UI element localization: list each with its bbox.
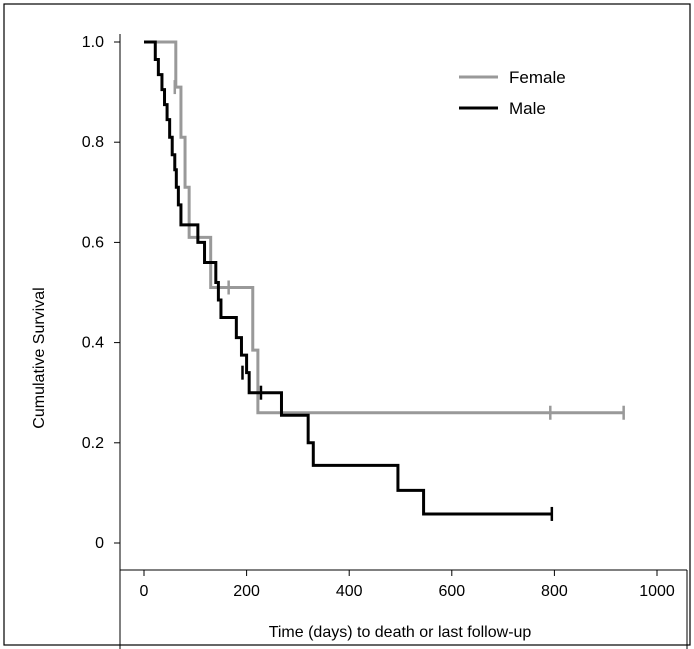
x-tick-label: 400 <box>336 583 363 600</box>
x-tick-label: 200 <box>233 583 260 600</box>
y-axis-title: Cumulative Survival <box>31 287 48 428</box>
y-tick-label: 0 <box>95 535 104 552</box>
legend-label-male: Male <box>509 99 546 118</box>
legend-label-female: Female <box>509 68 566 87</box>
x-tick-label: 1000 <box>639 583 675 600</box>
x-axis-ticks: 0 200 400 600 800 1000 <box>140 570 675 600</box>
series-line-male <box>144 40 552 516</box>
x-axis-title: Time (days) to death or last follow-up <box>269 624 532 641</box>
y-tick-label: 0.8 <box>82 134 104 151</box>
y-axis-ticks: 0 0.2 0.4 0.6 0.8 1.0 <box>82 34 120 552</box>
censor-marks <box>173 80 625 521</box>
legend: Female Male <box>459 68 566 118</box>
x-tick-label: 0 <box>140 583 149 600</box>
x-tick-label: 800 <box>541 583 568 600</box>
y-tick-label: 0.4 <box>82 335 104 352</box>
y-tick-label: 1.0 <box>82 34 104 51</box>
series-layer <box>144 40 624 516</box>
series-line-female <box>144 40 624 415</box>
y-tick-label: 0.6 <box>82 234 104 251</box>
x-tick-label: 600 <box>438 583 465 600</box>
y-tick-label: 0.2 <box>82 435 104 452</box>
chart-frame <box>3 3 691 646</box>
